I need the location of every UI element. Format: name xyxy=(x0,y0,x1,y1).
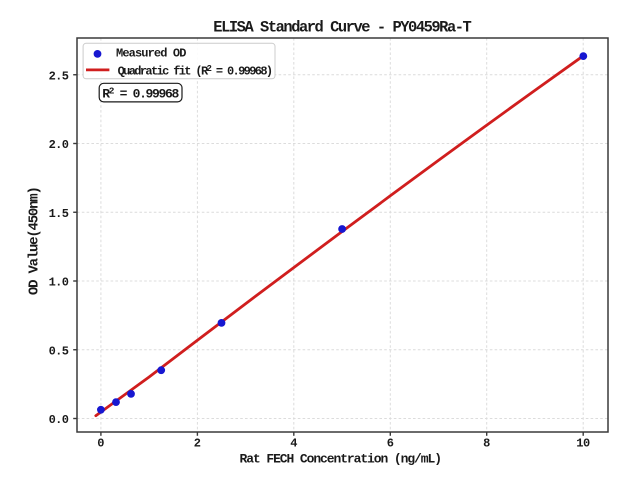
svg-text:2: 2 xyxy=(194,437,201,451)
svg-text:6: 6 xyxy=(387,437,394,451)
svg-text:2.0: 2.0 xyxy=(49,138,69,152)
svg-text:10: 10 xyxy=(576,437,590,451)
svg-text:1.0: 1.0 xyxy=(49,276,69,290)
svg-text:0.5: 0.5 xyxy=(49,344,69,358)
svg-text:Rat FECH Concentration (ng/mL): Rat FECH Concentration (ng/mL) xyxy=(240,451,443,466)
svg-text:1.5: 1.5 xyxy=(49,207,69,221)
svg-text:ELISA Standard Curve - PY0459R: ELISA Standard Curve - PY0459Ra-T xyxy=(213,19,472,37)
svg-text:8: 8 xyxy=(483,437,490,451)
svg-text:0.0: 0.0 xyxy=(49,413,69,427)
svg-text:4: 4 xyxy=(290,437,297,451)
svg-text:2.5: 2.5 xyxy=(49,69,69,83)
svg-text:OD Value(450nm): OD Value(450nm) xyxy=(26,186,42,295)
svg-text:0: 0 xyxy=(97,437,104,451)
svg-text:Measured OD: Measured OD xyxy=(116,47,186,61)
svg-text:Quadratic fit (R2 = 0.99968): Quadratic fit (R2 = 0.99968) xyxy=(118,64,274,79)
svg-text:R2 = 0.99968: R2 = 0.99968 xyxy=(102,86,179,102)
